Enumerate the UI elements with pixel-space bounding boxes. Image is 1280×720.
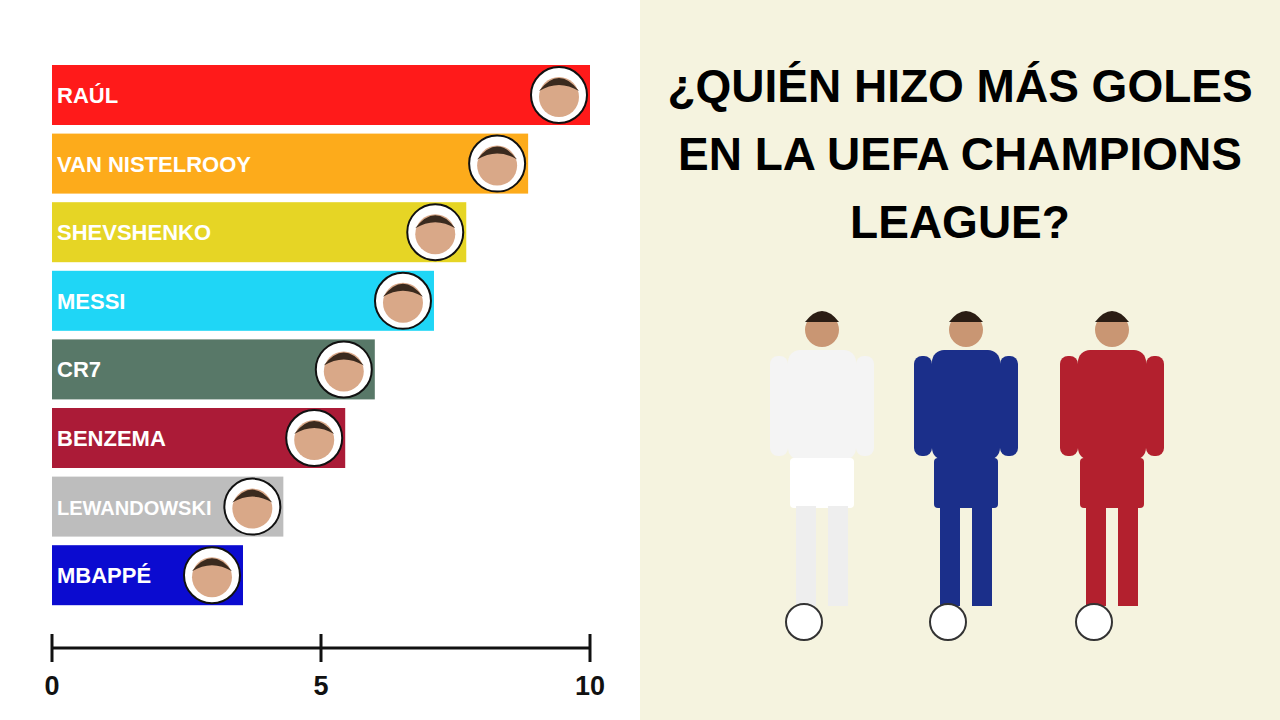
shorts: [934, 458, 998, 508]
category-label: LEWANDOWSKI: [57, 497, 211, 519]
labels: RAÚL VAN NISTELROOY SHEVSHENKO MESSI CR7 BENZ…: [57, 83, 251, 588]
x-tick-label: 10: [575, 671, 605, 701]
category-label: CR7: [57, 357, 101, 382]
leg: [1086, 506, 1106, 606]
category-label: SHEVSHENKO: [57, 220, 211, 245]
face-ring: [286, 410, 342, 466]
bar: [52, 545, 243, 605]
face-ring: [469, 136, 525, 192]
x-tick: [320, 634, 323, 662]
ball: [930, 604, 966, 640]
leg: [940, 506, 960, 606]
shirt: [788, 350, 856, 460]
bar: [52, 134, 528, 194]
bar: [52, 408, 345, 468]
face-ring: [316, 341, 372, 397]
hair: [1095, 311, 1129, 322]
category-label: MESSI: [57, 289, 125, 314]
face: [383, 283, 423, 323]
leg: [796, 506, 816, 606]
arm: [1000, 356, 1018, 456]
face: [324, 351, 364, 391]
shirt: [1078, 350, 1146, 460]
bar: [52, 65, 590, 125]
face: [192, 557, 232, 597]
faces: [184, 67, 587, 603]
face-icon: [469, 136, 525, 192]
face-ring: [224, 479, 280, 535]
bar: [52, 477, 283, 537]
bar: [52, 202, 466, 262]
hair: [539, 78, 579, 91]
face-icon: [375, 273, 431, 329]
right-panel: [640, 0, 1280, 720]
arm: [1060, 356, 1078, 456]
arm: [770, 356, 788, 456]
bars: [52, 65, 590, 605]
player-figure: [914, 311, 1018, 640]
face-icon: [407, 204, 463, 260]
hair: [383, 284, 423, 297]
leg: [1118, 506, 1138, 606]
hair: [805, 311, 839, 322]
hair: [192, 558, 232, 571]
leg: [972, 506, 992, 606]
title-line: LEAGUE?: [850, 196, 1070, 248]
face: [477, 146, 517, 186]
shirt: [932, 350, 1000, 460]
chart-title: ¿QUIÉN HIZO MÁS GOLES EN LA UEFA CHAMPION…: [667, 60, 1252, 248]
face-ring: [375, 273, 431, 329]
face-icon: [316, 341, 372, 397]
x-tick-label: 5: [313, 671, 328, 701]
arm: [914, 356, 932, 456]
face: [232, 489, 272, 529]
hair: [324, 352, 364, 365]
arm: [1146, 356, 1164, 456]
category-label: MBAPPÉ: [57, 563, 151, 588]
left-panel: [0, 0, 640, 720]
bar: [52, 271, 434, 331]
chart: RAÚL VAN NISTELROOY SHEVSHENKO MESSI CR7 BENZ…: [0, 0, 1280, 720]
shorts: [790, 458, 854, 508]
face-ring: [184, 547, 240, 603]
face: [539, 77, 579, 117]
player-figure: [1060, 311, 1164, 640]
face-icon: [184, 547, 240, 603]
category-label: BENZEMA: [57, 426, 166, 451]
face-icon: [531, 67, 587, 123]
x-tick-label: 0: [44, 671, 59, 701]
category-label: RAÚL: [57, 83, 118, 108]
face: [415, 214, 455, 254]
ball: [1076, 604, 1112, 640]
bar: [52, 339, 375, 399]
face-ring: [531, 67, 587, 123]
face-ring: [407, 204, 463, 260]
x-tick: [589, 634, 592, 662]
arm: [856, 356, 874, 456]
title-line: ¿QUIÉN HIZO MÁS GOLES: [667, 60, 1252, 112]
player-figure: [770, 311, 874, 640]
hair: [949, 311, 983, 322]
hair: [415, 215, 455, 228]
title-line: EN LA UEFA CHAMPIONS: [678, 128, 1242, 180]
category-label: VAN NISTELROOY: [57, 152, 251, 177]
face: [294, 420, 334, 460]
shorts: [1080, 458, 1144, 508]
ball: [786, 604, 822, 640]
hair: [232, 490, 272, 503]
x-tick: [51, 634, 54, 662]
hair: [294, 421, 334, 434]
face-icon: [286, 410, 342, 466]
hair: [477, 147, 517, 160]
face-icon: [224, 479, 280, 535]
leg: [828, 506, 848, 606]
